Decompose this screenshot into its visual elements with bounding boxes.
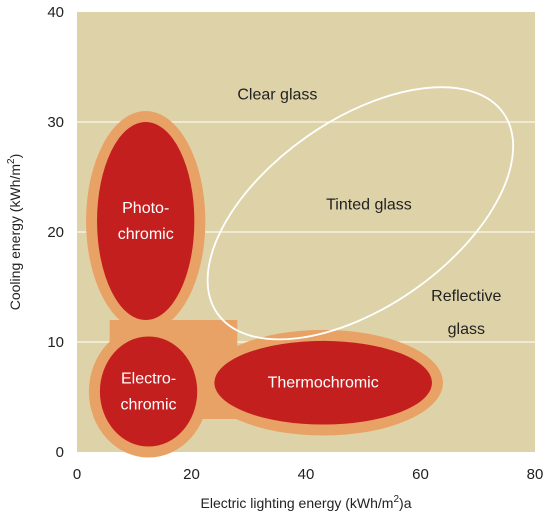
- y-tick-30: 30: [47, 114, 64, 131]
- label-layer: Photo-chromic Electro-chromic Thermochromi…: [118, 87, 502, 414]
- label-tinted-glass: Tinted glass: [326, 197, 412, 214]
- y-tick-20: 20: [47, 224, 64, 241]
- label-reflective: Reflective: [431, 288, 501, 305]
- label-electrochromic-1: Electro-: [121, 371, 176, 388]
- region-layer: [97, 86, 515, 447]
- label-electrochromic-2: chromic: [121, 397, 177, 414]
- region-thermochromic: [214, 340, 432, 425]
- x-axis-label: Electric lighting energy (kWh/m2)a: [201, 494, 412, 511]
- label-photochromic-1: Photo-: [122, 200, 169, 217]
- region-photochromic: [97, 122, 195, 320]
- region-glass: [206, 86, 515, 341]
- label-thermochromic-1: Thermochromic: [268, 375, 379, 392]
- region-electrochromic: [99, 336, 198, 447]
- x-tick-80: 80: [527, 466, 544, 483]
- y-axis-label: Cooling energy (kWh/m2): [6, 154, 23, 311]
- label-photochromic-2: chromic: [118, 226, 174, 243]
- y-tick-40: 40: [47, 4, 64, 21]
- y-axis-ticks: 0 10 20 30 40: [47, 4, 64, 461]
- x-tick-40: 40: [298, 466, 315, 483]
- label-clear-glass: Clear glass: [237, 87, 317, 104]
- x-axis-ticks: 0 20 40 60 80: [73, 466, 544, 483]
- x-tick-20: 20: [183, 466, 200, 483]
- label-glass: glass: [448, 321, 485, 338]
- y-tick-10: 10: [47, 334, 64, 351]
- y-tick-0: 0: [56, 444, 64, 461]
- x-tick-0: 0: [73, 466, 81, 483]
- x-tick-60: 60: [412, 466, 429, 483]
